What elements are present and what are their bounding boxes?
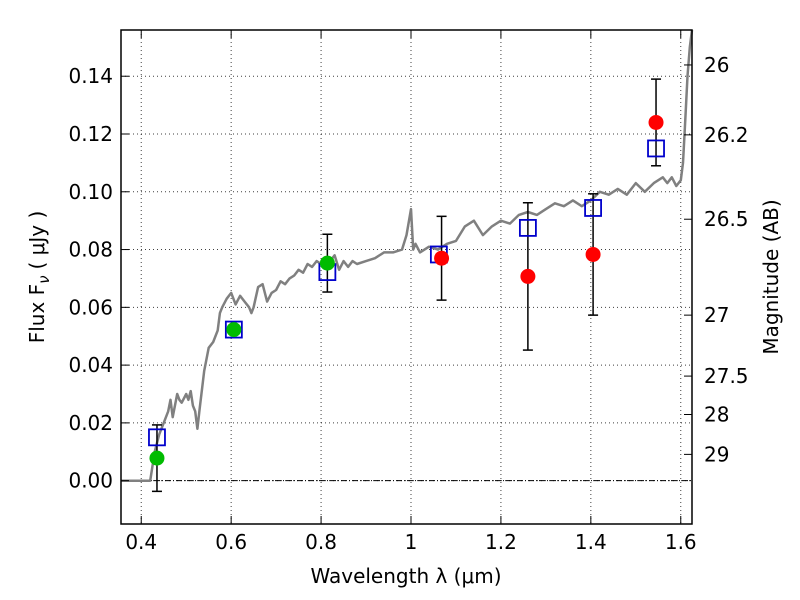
x-tick-label: 1.6 <box>665 530 697 554</box>
y-tick-label: 0.06 <box>68 295 113 319</box>
x-tick-label: 0.4 <box>125 530 157 554</box>
model-photometry-square <box>148 428 166 447</box>
y2-tick-label: 26.5 <box>704 207 749 231</box>
x-tick-label: 1 <box>405 530 418 554</box>
model-photometry-markers <box>148 139 665 447</box>
y-axis-title-unit: ( μJy ) <box>25 211 49 270</box>
model-photometry-square <box>518 218 537 237</box>
y2-tick-labels: 26 26.2 26.5 27 27.5 28 29 <box>704 53 749 466</box>
x-tick-labels: 0.4 0.6 0.8 1 1.2 1.4 1.6 <box>125 530 696 554</box>
y2-axis-title: Magnitude (AB) <box>759 199 783 354</box>
axis-ticks <box>121 30 692 524</box>
grid-lines <box>121 30 692 524</box>
model-spectrum-line <box>121 29 694 482</box>
y2-tick-label: 29 <box>704 442 729 466</box>
observed-point <box>434 250 450 266</box>
y2-tick-label: 26.2 <box>704 123 749 147</box>
y-tick-label: 0.02 <box>68 411 113 435</box>
observed-point <box>319 255 335 271</box>
error-bars <box>151 78 662 493</box>
y-tick-label: 0.12 <box>68 122 113 146</box>
observed-point <box>520 268 536 284</box>
y-tick-label: 0.04 <box>68 353 113 377</box>
observed-point <box>648 114 664 130</box>
y-axis-title-subscript: ν <box>35 275 53 283</box>
observed-point <box>585 246 601 262</box>
model-photometry-square <box>584 199 602 217</box>
x-tick-label: 0.6 <box>215 530 247 554</box>
observed-point <box>149 450 165 466</box>
model-photometry-square <box>647 139 665 158</box>
y-tick-labels: 0.00 0.02 0.04 0.06 0.08 0.10 0.12 0.14 <box>68 64 113 492</box>
observed-photometry-markers <box>149 114 664 466</box>
x-tick-label: 1.2 <box>485 530 517 554</box>
y2-tick-label: 26 <box>704 53 729 77</box>
y-axis-title-main: Flux F <box>25 284 49 343</box>
y2-tick-label: 28 <box>704 403 729 427</box>
x-axis-title: Wavelength λ (μm) <box>310 564 501 588</box>
y-tick-label: 0.08 <box>68 238 113 262</box>
y2-tick-label: 27 <box>704 303 729 327</box>
y-tick-label: 0.00 <box>68 469 113 493</box>
y-axis-title: Flux Fν ( μJy ) <box>25 211 53 344</box>
observed-point <box>226 322 242 338</box>
y-tick-label: 0.10 <box>68 180 113 204</box>
x-tick-label: 1.4 <box>575 530 607 554</box>
model-photometry-square <box>224 320 243 339</box>
model-spectrum <box>121 29 694 482</box>
plot-frame <box>120 29 693 525</box>
y-tick-label: 0.14 <box>68 64 113 88</box>
y2-tick-label: 27.5 <box>704 364 749 388</box>
x-tick-label: 0.8 <box>305 530 337 554</box>
